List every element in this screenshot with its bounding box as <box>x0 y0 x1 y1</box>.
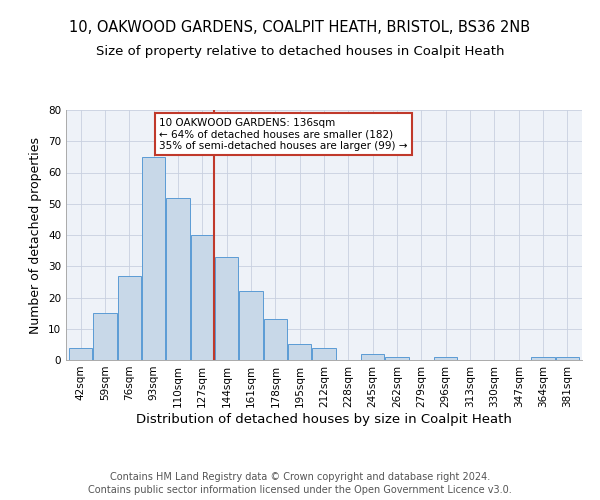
Bar <box>532 357 554 360</box>
Bar <box>118 276 141 360</box>
Bar <box>94 313 116 360</box>
Bar <box>556 357 579 360</box>
Bar <box>288 344 311 360</box>
Bar <box>142 157 165 360</box>
Y-axis label: Number of detached properties: Number of detached properties <box>29 136 43 334</box>
Bar <box>166 198 190 360</box>
Bar <box>239 291 263 360</box>
Text: Contains public sector information licensed under the Open Government Licence v3: Contains public sector information licen… <box>88 485 512 495</box>
Bar <box>264 320 287 360</box>
Bar <box>215 257 238 360</box>
X-axis label: Distribution of detached houses by size in Coalpit Heath: Distribution of detached houses by size … <box>136 412 512 426</box>
Bar <box>69 348 92 360</box>
Bar <box>361 354 384 360</box>
Text: Size of property relative to detached houses in Coalpit Heath: Size of property relative to detached ho… <box>96 45 504 58</box>
Bar <box>191 235 214 360</box>
Text: 10 OAKWOOD GARDENS: 136sqm
← 64% of detached houses are smaller (182)
35% of sem: 10 OAKWOOD GARDENS: 136sqm ← 64% of deta… <box>159 118 407 150</box>
Text: Contains HM Land Registry data © Crown copyright and database right 2024.: Contains HM Land Registry data © Crown c… <box>110 472 490 482</box>
Text: 10, OAKWOOD GARDENS, COALPIT HEATH, BRISTOL, BS36 2NB: 10, OAKWOOD GARDENS, COALPIT HEATH, BRIS… <box>70 20 530 35</box>
Bar <box>385 357 409 360</box>
Bar <box>434 357 457 360</box>
Bar <box>313 348 335 360</box>
